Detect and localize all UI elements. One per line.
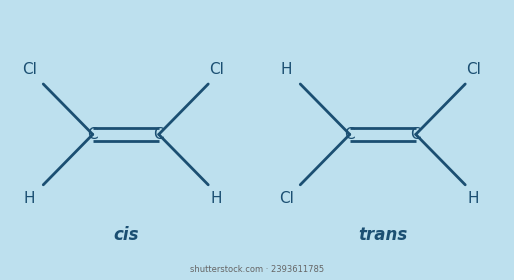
Text: C: C	[87, 127, 98, 142]
Text: H: H	[281, 62, 292, 78]
Text: C: C	[344, 127, 355, 142]
Text: Cl: Cl	[22, 62, 37, 78]
Text: cis: cis	[113, 226, 138, 244]
Text: H: H	[468, 191, 479, 206]
Text: trans: trans	[358, 226, 408, 244]
Text: Cl: Cl	[466, 62, 481, 78]
Text: Cl: Cl	[209, 62, 224, 78]
Text: C: C	[154, 127, 164, 142]
Text: H: H	[24, 191, 35, 206]
Text: H: H	[211, 191, 222, 206]
Text: shutterstock.com · 2393611785: shutterstock.com · 2393611785	[190, 265, 324, 274]
Text: C: C	[411, 127, 421, 142]
Text: Cl: Cl	[279, 191, 294, 206]
